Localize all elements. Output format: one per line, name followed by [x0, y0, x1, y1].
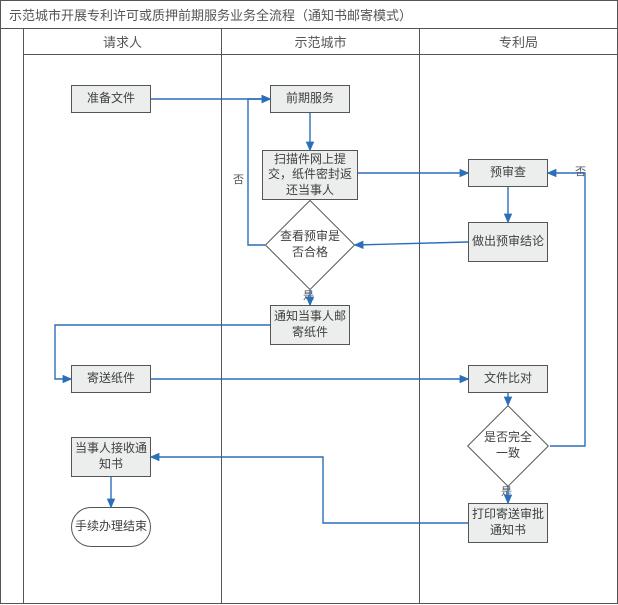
node-receive: 当事人接收通知书 [71, 437, 151, 477]
title-bar: 示范城市开展专利许可或质押前期服务业务全流程（通知书邮寄模式） [1, 1, 617, 29]
node-preservice: 前期服务 [270, 85, 350, 113]
divider-0 [23, 55, 24, 603]
left-margin [1, 29, 23, 603]
divider-2 [419, 55, 420, 603]
node-compare: 文件比对 [468, 365, 548, 393]
node-notify-mail: 通知当事人邮寄纸件 [270, 305, 350, 345]
node-prepare: 准备文件 [71, 85, 151, 113]
lane-head-bureau: 专利局 [419, 29, 617, 54]
title-text: 示范城市开展专利许可或质押前期服务业务全流程（通知书邮寄模式） [9, 5, 412, 24]
diamond-text-2: 是否完全一致 [479, 417, 537, 475]
node-prereview: 预审查 [468, 159, 548, 187]
node-conclusion: 做出预审结论 [468, 222, 548, 262]
diamond-text-1: 查看预审是否合格 [278, 213, 342, 277]
divider-1 [221, 55, 222, 603]
node-scan-submit: 扫描件网上提交，纸件密封返还当事人 [262, 150, 358, 200]
node-send-paper: 寄送纸件 [71, 365, 151, 393]
lanes-header: 请求人 示范城市 专利局 [23, 29, 617, 55]
node-identical: 是否完全一致 [479, 417, 537, 475]
label-yes2: 是 [501, 483, 512, 499]
lane-head-requester: 请求人 [23, 29, 221, 54]
node-check-pass: 查看预审是否合格 [278, 213, 342, 277]
lane-head-city: 示范城市 [221, 29, 419, 54]
node-end: 手续办理结束 [71, 507, 151, 547]
lane-body: 准备文件 前期服务 扫描件网上提交，纸件密封返还当事人 预审查 做出预审结论 查… [23, 55, 617, 603]
label-no2: 否 [575, 163, 586, 179]
label-no1: 否 [233, 171, 244, 187]
flowchart-container: 示范城市开展专利许可或质押前期服务业务全流程（通知书邮寄模式） 请求人 示范城市… [0, 0, 618, 604]
node-print-send: 打印寄送审批通知书 [468, 503, 548, 543]
label-yes1: 是 [303, 287, 314, 303]
